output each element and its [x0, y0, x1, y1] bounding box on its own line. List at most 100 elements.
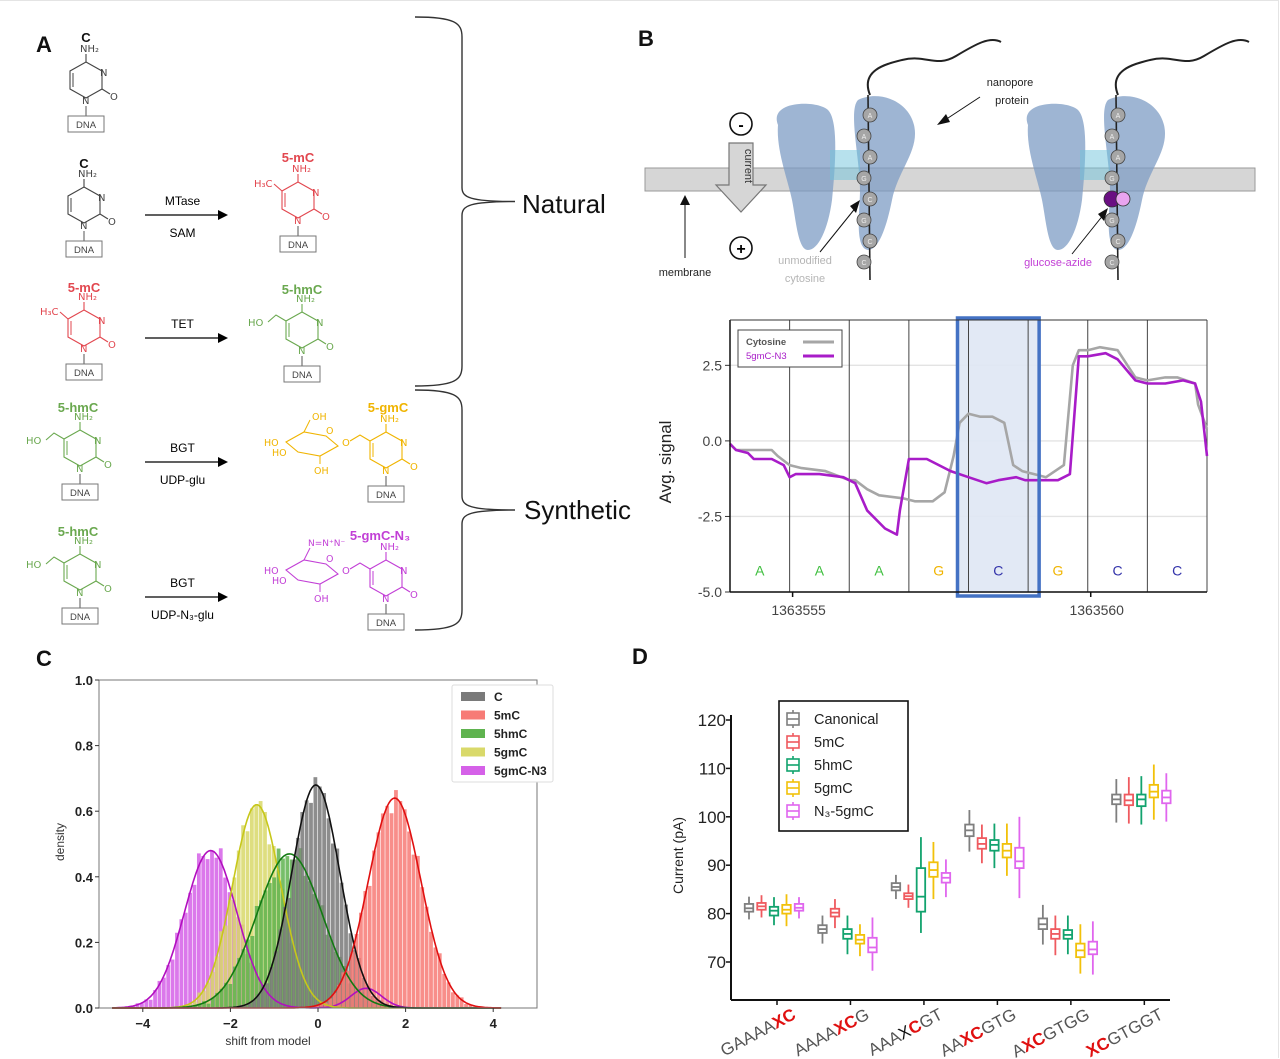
nucleotide-bead	[1110, 233, 1126, 249]
histogram-bar	[193, 1001, 197, 1008]
glucose-azide-pointer-head	[1098, 208, 1108, 221]
cytosine-structure: NH₂ N N O DNA	[65, 169, 116, 258]
y-tick-label: -2.5	[698, 508, 722, 524]
histogram-bar	[282, 907, 287, 1008]
histogram-bar	[278, 929, 283, 1008]
histogram-bar	[309, 802, 313, 1008]
dna-label: DNA	[70, 612, 91, 623]
legend-label: Canonical	[814, 712, 879, 728]
legend-label: 5gmC-N3	[494, 764, 547, 778]
dna-box	[367, 613, 405, 631]
histogram-bar	[210, 997, 215, 1008]
methyl-bond	[273, 183, 283, 192]
histogram-bar	[201, 991, 206, 1008]
ho-label-2: HO	[272, 448, 287, 459]
histogram-bar	[398, 801, 403, 1008]
histogram-bar	[468, 1004, 473, 1008]
n-label: N	[94, 560, 101, 571]
histogram-bar	[363, 891, 368, 1008]
box-canonical	[743, 896, 755, 920]
y-axis-title: Avg. signal	[656, 421, 675, 504]
panel-b-letter: B	[638, 26, 654, 51]
nucleotide-letter: A	[868, 113, 873, 120]
hydroxymethyl-bond	[45, 556, 65, 565]
o-label: O	[322, 212, 330, 223]
histogram-bar	[175, 932, 179, 1008]
n1-label: N	[76, 588, 83, 599]
histogram-bar	[161, 977, 166, 1008]
unmodified-pointer	[819, 205, 858, 253]
histogram-bar	[291, 860, 296, 1008]
histogram-bar	[210, 971, 215, 1008]
histogram-bar	[337, 984, 341, 1008]
histogram-bar	[259, 900, 263, 1008]
legend: Cytosine 5gmC-N3	[737, 329, 843, 368]
histogram-bar	[228, 899, 232, 1008]
negative-pole-icon	[729, 112, 753, 136]
natural-group-label: Natural	[522, 189, 606, 219]
o-label: O	[108, 340, 116, 351]
histogram-bar	[344, 904, 348, 1008]
current-label: current	[742, 149, 754, 183]
dna-label: DNA	[74, 368, 95, 379]
x-tick-label: −2	[223, 1016, 238, 1031]
nucleotide-bead	[1104, 212, 1120, 228]
dna-strand-modified: A A A G G C C	[1103, 38, 1250, 281]
base-label: A	[815, 562, 825, 578]
histogram-bar	[385, 805, 390, 1008]
histogram-bar	[197, 992, 202, 1008]
cofactor-label-3: UDP-glu	[160, 473, 205, 487]
legend-label: Cytosine	[746, 337, 786, 348]
histogram-bar	[455, 995, 460, 1008]
y-tick-label: 70	[707, 953, 726, 972]
row0-substrate-label: C	[81, 30, 91, 45]
nucleotide-letter: A	[868, 155, 873, 162]
dna-label: DNA	[74, 245, 95, 256]
x-tick-label: 0	[314, 1016, 321, 1031]
y-tick-label: 0.0	[75, 1001, 93, 1016]
pyrimidine-ring	[369, 559, 403, 597]
highlight-box	[955, 316, 1041, 598]
histogram-bar	[144, 999, 149, 1008]
cytosine-structure: NH₂ N N O DNA H₃C	[40, 292, 116, 381]
histogram-bar	[206, 1003, 211, 1008]
histogram-bar	[237, 957, 242, 1008]
pyrimidine-ring	[63, 429, 97, 467]
x-tick-label: 1363555	[771, 602, 826, 618]
legend-label: N₃-5gmC	[814, 804, 874, 820]
histogram-bar	[451, 992, 455, 1008]
nh2-label: NH₂	[80, 44, 99, 55]
legend-swatch	[461, 747, 485, 757]
histogram-bar	[197, 1003, 202, 1008]
pyrimidine-ring	[67, 309, 101, 347]
histogram-bar	[328, 998, 333, 1008]
base-label: A	[755, 562, 765, 578]
histogram-bar	[359, 912, 363, 1008]
h3c-label: H₃C	[254, 179, 273, 190]
histogram-bar	[287, 897, 291, 1008]
histogram-bar	[224, 982, 228, 1008]
histogram-bar	[433, 947, 438, 1008]
enzyme-label-4: BGT	[170, 576, 195, 590]
nucleotide-bead	[1104, 170, 1120, 186]
legend-swatch	[461, 766, 485, 775]
dna-box	[61, 483, 99, 501]
histogram-bar	[339, 882, 344, 1008]
legend-label: 5mC	[494, 709, 520, 723]
box-iqr	[915, 867, 927, 913]
n-label: N	[98, 316, 105, 327]
label-part: GTG	[978, 1005, 1019, 1039]
legend-label: C	[494, 690, 503, 704]
box-5hmc	[1136, 776, 1147, 825]
nanopore-pointer	[944, 96, 981, 121]
legend-label: 5hmC	[814, 758, 853, 774]
histogram-bar	[335, 848, 340, 1008]
histogram-bar	[219, 988, 224, 1008]
box-n3-5gmc	[1014, 816, 1025, 899]
box-iqr	[1014, 846, 1025, 870]
histogram-bar	[429, 931, 433, 1008]
y-tick-label: 0.8	[75, 739, 93, 754]
nucleotide-letter: G	[1109, 176, 1114, 183]
dna-label: DNA	[292, 370, 313, 381]
